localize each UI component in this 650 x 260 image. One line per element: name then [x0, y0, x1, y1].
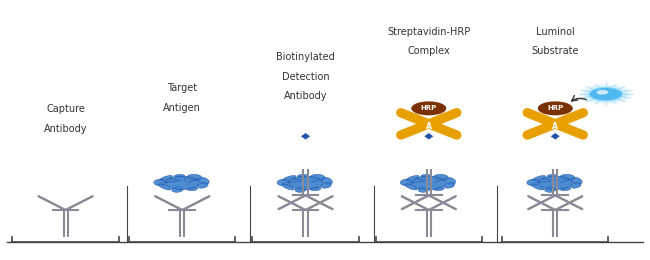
Ellipse shape [400, 179, 413, 186]
Ellipse shape [198, 177, 209, 184]
Ellipse shape [281, 184, 294, 190]
Text: HRP: HRP [547, 105, 564, 111]
Ellipse shape [283, 176, 296, 181]
Text: A: A [426, 122, 432, 131]
Ellipse shape [298, 174, 308, 178]
Ellipse shape [198, 183, 208, 188]
Ellipse shape [560, 174, 575, 180]
Ellipse shape [172, 186, 183, 192]
Ellipse shape [310, 187, 321, 191]
Circle shape [588, 87, 623, 101]
Ellipse shape [418, 186, 430, 192]
Circle shape [584, 85, 628, 103]
Ellipse shape [187, 174, 202, 180]
Text: Capture: Capture [46, 104, 85, 114]
Ellipse shape [277, 179, 290, 186]
Circle shape [166, 176, 199, 190]
Ellipse shape [406, 176, 419, 181]
Text: Substrate: Substrate [532, 46, 579, 56]
Text: Luminol: Luminol [536, 27, 575, 37]
Text: Biotinylated: Biotinylated [276, 53, 335, 62]
Ellipse shape [434, 174, 448, 180]
Text: Detection: Detection [281, 72, 330, 82]
Ellipse shape [434, 187, 444, 191]
Text: Antigen: Antigen [163, 103, 202, 113]
Circle shape [597, 90, 608, 95]
Ellipse shape [571, 183, 581, 188]
Text: Antibody: Antibody [284, 91, 328, 101]
Ellipse shape [421, 174, 432, 178]
Ellipse shape [444, 183, 454, 188]
Polygon shape [550, 133, 560, 140]
Ellipse shape [531, 184, 544, 190]
Ellipse shape [154, 179, 166, 186]
Text: Complex: Complex [408, 46, 450, 56]
Ellipse shape [321, 177, 332, 184]
Text: A: A [552, 122, 558, 131]
Polygon shape [424, 133, 434, 140]
Circle shape [538, 176, 572, 190]
Text: Streptavidin-HRP: Streptavidin-HRP [387, 27, 471, 37]
Ellipse shape [320, 183, 332, 188]
Circle shape [412, 176, 446, 190]
Circle shape [538, 101, 573, 115]
Polygon shape [300, 133, 311, 140]
Circle shape [289, 176, 322, 190]
Ellipse shape [560, 187, 571, 191]
Ellipse shape [159, 184, 171, 190]
Ellipse shape [187, 187, 198, 191]
Ellipse shape [532, 176, 545, 181]
Circle shape [411, 101, 447, 115]
Circle shape [590, 88, 622, 101]
Text: Target: Target [167, 83, 198, 93]
Ellipse shape [545, 186, 556, 192]
Ellipse shape [310, 174, 325, 180]
Text: Antibody: Antibody [44, 124, 87, 134]
Ellipse shape [445, 177, 456, 184]
Ellipse shape [295, 186, 306, 192]
Text: HRP: HRP [421, 105, 437, 111]
Circle shape [580, 84, 632, 105]
Ellipse shape [405, 184, 417, 190]
Ellipse shape [547, 174, 558, 178]
Ellipse shape [526, 179, 539, 186]
Ellipse shape [571, 177, 582, 184]
Ellipse shape [159, 176, 172, 181]
Ellipse shape [174, 174, 185, 178]
